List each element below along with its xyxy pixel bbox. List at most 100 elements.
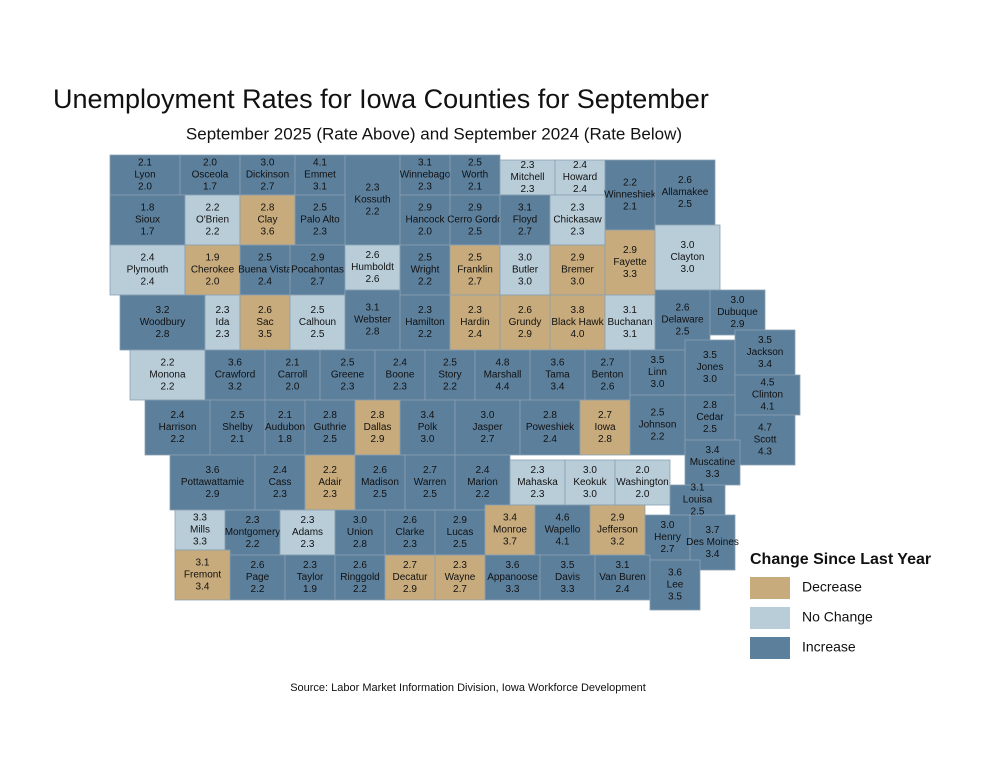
rate-2024: 2.7 bbox=[468, 277, 482, 288]
rate-2024: 2.3 bbox=[403, 539, 417, 550]
county-name: Muscatine bbox=[690, 457, 736, 468]
county-name: Mahaska bbox=[517, 477, 558, 488]
county-name: Madison bbox=[361, 477, 399, 488]
rate-2025: 3.1 bbox=[623, 305, 637, 316]
county-name: Kossuth bbox=[354, 195, 390, 206]
rate-2025: 2.5 bbox=[258, 253, 272, 264]
rate-2025: 2.9 bbox=[623, 245, 637, 256]
rate-2025: 2.6 bbox=[518, 305, 532, 316]
rate-2024: 2.7 bbox=[453, 584, 467, 595]
county-shape bbox=[684, 394, 736, 441]
legend-label: Increase bbox=[802, 639, 856, 655]
county-map: 2.1Lyon2.02.0Osceola1.73.0Dickinson2.74.… bbox=[109, 154, 801, 611]
rate-2024: 2.2 bbox=[476, 489, 490, 500]
rate-2024: 3.0 bbox=[571, 277, 585, 288]
rate-2025: 2.9 bbox=[611, 513, 625, 524]
rate-2025: 2.4 bbox=[141, 253, 155, 264]
county-name: Shelby bbox=[222, 422, 253, 433]
county-shape bbox=[304, 454, 356, 511]
legend-swatch bbox=[750, 577, 790, 599]
rate-2025: 2.2 bbox=[161, 358, 175, 369]
rate-2024: 3.3 bbox=[561, 584, 575, 595]
legend-label: Decrease bbox=[802, 579, 862, 595]
rate-2024: 2.4 bbox=[258, 277, 272, 288]
rate-2025: 2.3 bbox=[301, 515, 315, 526]
rate-2025: 2.8 bbox=[323, 410, 337, 421]
rate-2024: 3.0 bbox=[681, 264, 695, 275]
county-name: Wayne bbox=[445, 572, 476, 583]
rate-2025: 3.0 bbox=[261, 158, 275, 169]
county-shape bbox=[449, 294, 501, 351]
county-name: Keokuk bbox=[573, 477, 607, 488]
rate-2025: 2.4 bbox=[573, 160, 587, 171]
rate-2025: 3.0 bbox=[731, 295, 745, 306]
county-name: Guthrie bbox=[314, 422, 347, 433]
rate-2025: 2.6 bbox=[373, 465, 387, 476]
rate-2025: 4.5 bbox=[761, 378, 775, 389]
rate-2025: 3.6 bbox=[551, 358, 565, 369]
rate-2025: 3.0 bbox=[583, 465, 597, 476]
rate-2025: 2.4 bbox=[393, 358, 407, 369]
rate-2025: 2.5 bbox=[443, 358, 457, 369]
rate-2025: 2.9 bbox=[453, 515, 467, 526]
county-name: Adair bbox=[318, 477, 342, 488]
rate-2024: 3.7 bbox=[503, 537, 517, 548]
rate-2024: 2.2 bbox=[366, 207, 380, 218]
rate-2025: 3.6 bbox=[668, 568, 682, 579]
county-shape bbox=[604, 159, 656, 231]
county-name: Audubon bbox=[265, 422, 305, 433]
rate-2024: 4.1 bbox=[761, 402, 775, 413]
county-shape bbox=[184, 244, 241, 296]
county-shape bbox=[499, 294, 551, 351]
county-shape bbox=[384, 509, 436, 556]
rate-2025: 2.3 bbox=[571, 203, 585, 214]
rate-2025: 3.1 bbox=[518, 203, 532, 214]
county-shape bbox=[354, 399, 401, 456]
rate-2025: 2.5 bbox=[313, 203, 327, 214]
rate-2025: 2.5 bbox=[231, 410, 245, 421]
county-name: Cass bbox=[269, 477, 292, 488]
rate-2025: 2.6 bbox=[353, 560, 367, 571]
rate-2024: 2.5 bbox=[323, 434, 337, 445]
legend-label: No Change bbox=[802, 609, 873, 625]
rate-2024: 3.3 bbox=[623, 269, 637, 280]
county-name: Decatur bbox=[392, 572, 428, 583]
rate-2025: 3.1 bbox=[691, 483, 705, 494]
rate-2025: 3.0 bbox=[353, 515, 367, 526]
county-shape bbox=[549, 194, 606, 246]
rate-2024: 2.4 bbox=[616, 584, 630, 595]
county-name: Johnson bbox=[639, 420, 677, 431]
rate-2025: 2.2 bbox=[623, 178, 637, 189]
rate-2024: 2.5 bbox=[311, 329, 325, 340]
rate-2025: 2.4 bbox=[171, 410, 185, 421]
rate-2025: 2.3 bbox=[303, 560, 317, 571]
rate-2025: 3.0 bbox=[518, 253, 532, 264]
county-shape bbox=[629, 394, 686, 456]
county-name: Clay bbox=[257, 215, 277, 226]
legend-swatch bbox=[750, 607, 790, 629]
